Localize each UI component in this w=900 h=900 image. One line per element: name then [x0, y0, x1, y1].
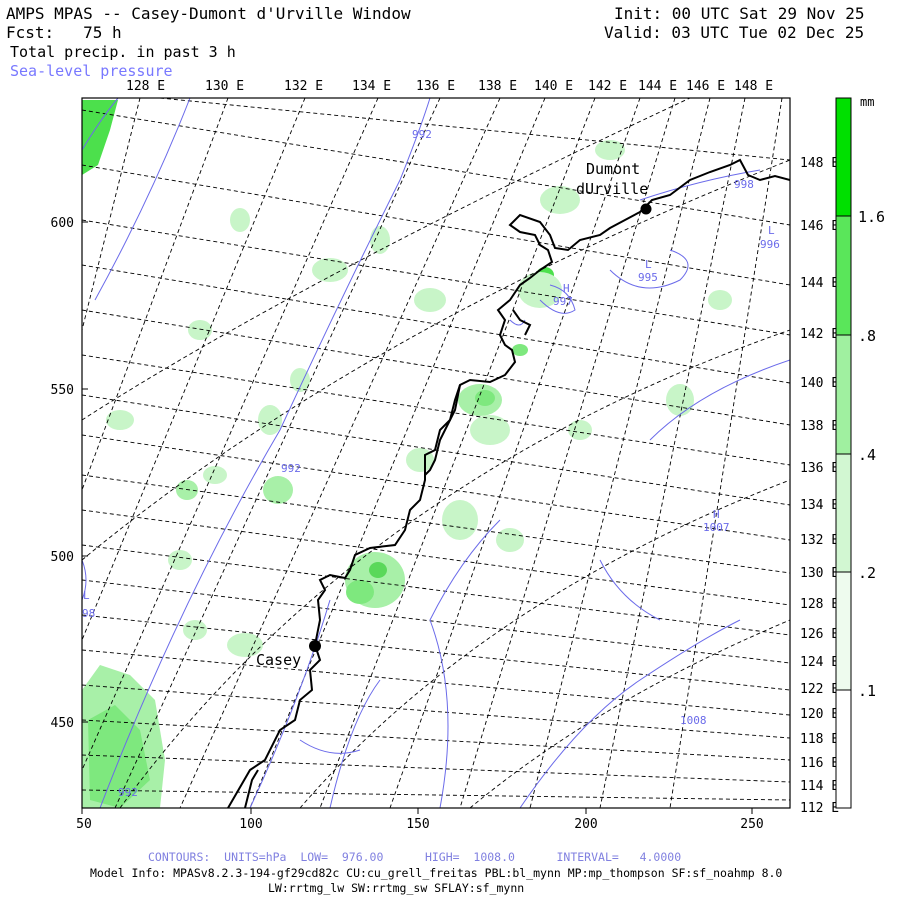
station-label-dumont: Dumont: [586, 160, 640, 178]
right-axis-label: 146 E: [800, 219, 839, 234]
right-axis-label: 132 E: [800, 533, 839, 548]
bottom-axis-label: 50: [76, 817, 92, 832]
slp-label: L: [768, 224, 775, 237]
right-axis-label: 124 E: [800, 655, 839, 670]
left-axis-label: 550: [51, 383, 74, 398]
right-axis-label: 134 E: [800, 498, 839, 513]
right-axis-label: 140 E: [800, 376, 839, 391]
slp-label: 1007: [703, 521, 730, 534]
right-axis-label: 138 E: [800, 419, 839, 434]
right-axis-label: 118 E: [800, 732, 839, 747]
right-axis-label: 144 E: [800, 276, 839, 291]
slp-label: 998: [734, 178, 754, 191]
left-axis-label: 600: [51, 216, 74, 231]
station-label-durville: dUrville: [576, 180, 648, 198]
slp-label: 997: [553, 295, 573, 308]
contour-info: CONTOURS: UNITS=hPa LOW= 976.00 HIGH= 10…: [148, 850, 682, 864]
right-axis-label: 112 E: [800, 801, 839, 816]
slp-label: L: [83, 589, 90, 602]
casey-marker: [309, 640, 321, 652]
slp-label: H: [713, 508, 720, 521]
colorbar-label: .8: [858, 327, 876, 345]
slp-label: 98: [82, 607, 95, 620]
bottom-axis-label: 250: [740, 817, 763, 832]
colorbar-label: 1.6: [858, 208, 885, 226]
map-title: AMPS MPAS -- Casey-Dumont d'Urville Wind…: [6, 4, 411, 23]
colorbar-label: .4: [858, 446, 876, 464]
right-axis-label: 122 E: [800, 682, 839, 697]
left-axis-label: 500: [51, 550, 74, 565]
model-info: Model Info: MPASv8.2.3-194-gf29cd82c CU:…: [90, 866, 783, 880]
top-axis-label: 136 E: [416, 79, 455, 94]
bottom-axis-label: 200: [574, 817, 597, 832]
left-axis-label: 450: [51, 716, 74, 731]
slp-label: H: [563, 282, 570, 295]
right-axis-label: 148 E: [800, 156, 839, 171]
colorbar-label: .2: [858, 564, 876, 582]
top-axis-label: 138 E: [478, 79, 517, 94]
slp-label: 992: [118, 786, 138, 799]
precip-shading: [82, 100, 732, 808]
top-axis-label: 130 E: [205, 79, 244, 94]
coastline: [227, 158, 790, 808]
field-precip-label: Total precip. in past 3 h: [10, 43, 236, 61]
dumont-durville-marker: [640, 203, 652, 215]
top-axis-label: 128 E: [126, 79, 165, 94]
top-axis-label: 146 E: [686, 79, 725, 94]
top-axis-label: 142 E: [588, 79, 627, 94]
slp-contours: [82, 98, 790, 808]
valid-time: Valid: 03 UTC Tue 02 Dec 25: [604, 23, 865, 42]
slp-label: 1008: [680, 714, 707, 727]
right-axis-label: 136 E: [800, 461, 839, 476]
top-axis-label: 144 E: [638, 79, 677, 94]
colorbar: [835, 97, 852, 809]
colorbar-unit: mm: [860, 95, 874, 109]
top-axis-label: 140 E: [534, 79, 573, 94]
right-axis-label: 142 E: [800, 327, 839, 342]
right-axis-label: 116 E: [800, 756, 839, 771]
slp-label: L: [645, 258, 652, 271]
slp-label: 995: [638, 271, 658, 284]
bottom-axis-label: 150: [406, 817, 429, 832]
model-info-2: LW:rrtmg_lw SW:rrtmg_sw SFLAY:sf_mynn: [268, 881, 525, 895]
right-axis-label: 128 E: [800, 597, 839, 612]
right-axis-label: 126 E: [800, 627, 839, 642]
top-axis-label: 132 E: [284, 79, 323, 94]
slp-label: 996: [760, 238, 780, 251]
right-axis-label: 130 E: [800, 566, 839, 581]
init-time: Init: 00 UTC Sat 29 Nov 25: [614, 4, 865, 23]
bottom-axis-label: 100: [239, 817, 262, 832]
colorbar-label: .1: [858, 682, 876, 700]
slp-label: 992: [281, 462, 301, 475]
top-axis-label: 134 E: [352, 79, 391, 94]
right-axis-label: 120 E: [800, 707, 839, 722]
forecast-hour: Fcst: 75 h: [6, 23, 122, 42]
slp-label: 992: [412, 128, 432, 141]
field-slp-label: Sea-level pressure: [10, 62, 173, 80]
station-label-casey: Casey: [256, 651, 301, 669]
top-axis-label: 148 E: [734, 79, 773, 94]
right-axis-label: 114 E: [800, 779, 839, 794]
